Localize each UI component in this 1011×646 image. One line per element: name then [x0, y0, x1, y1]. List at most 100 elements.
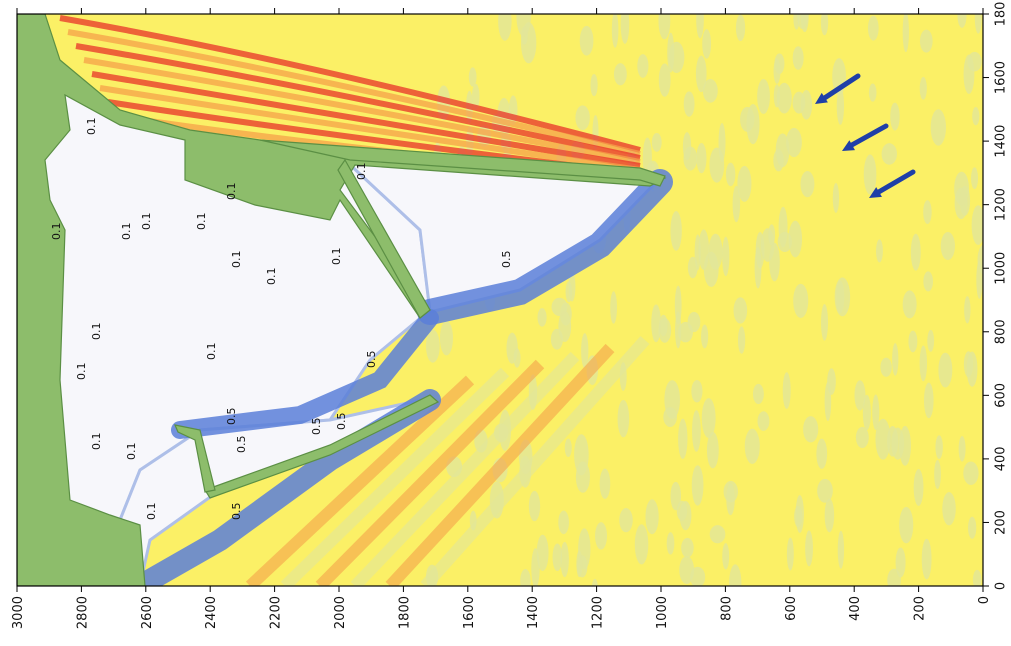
contour-label: 0.5 [335, 413, 348, 431]
wave-crest [968, 516, 977, 539]
wave-crest [687, 256, 698, 279]
wave-crest [581, 333, 589, 369]
wave-crest [836, 87, 845, 125]
plot-frame [16, 13, 984, 587]
wave-crest [899, 506, 914, 544]
x-tick-label: 1800 [397, 596, 412, 629]
wave-crest [976, 260, 983, 299]
wave-crest [675, 311, 682, 349]
wave-crest [683, 91, 695, 117]
wave-crest [966, 351, 978, 387]
y-tick-label: 800 [994, 319, 1009, 344]
wave-crest [619, 508, 633, 533]
y-tick-label: 1000 [994, 252, 1009, 285]
wave-crest [536, 534, 549, 572]
wave-crest [696, 14, 704, 39]
wave-crest [776, 82, 792, 114]
wave-crest [645, 499, 659, 535]
wave-crest [837, 530, 845, 569]
contour-label: 0.1 [140, 213, 153, 231]
wave-crest [855, 426, 869, 449]
wave-crest [974, 14, 982, 34]
wave-crest [938, 352, 953, 388]
wave-gradient-east [417, 169, 673, 325]
y-tick-label: 200 [994, 510, 1009, 535]
wave-crest [701, 324, 709, 349]
wave-crest [923, 271, 934, 292]
wave-crest [940, 231, 955, 261]
wave-crest [658, 63, 671, 97]
wave-crest [935, 435, 943, 460]
wave-crest [702, 79, 718, 103]
wave-crest [773, 84, 781, 108]
diffracted-wave-band [280, 367, 510, 586]
wave-crest [466, 126, 474, 157]
wave-crest [744, 428, 760, 464]
reflected-wave-band [59, 15, 641, 153]
wave-crest [691, 380, 703, 403]
contour-label: 0.5 [500, 251, 513, 269]
x-tick-label: 1600 [462, 596, 477, 629]
x-tick-label: 2800 [75, 596, 90, 629]
x-tick-label: 2400 [204, 596, 219, 629]
wave-crest [666, 532, 675, 555]
wave-gradient-mid [171, 309, 439, 439]
wave-crest [709, 525, 726, 544]
contour-label: 0.1 [195, 213, 208, 231]
wave-crest [876, 239, 883, 263]
wave-crest [957, 14, 967, 28]
wave-crest [910, 233, 921, 271]
wave-crest [651, 132, 662, 152]
wave-crest [617, 399, 630, 438]
diffracted-wave-band [420, 336, 650, 586]
inner-pier [173, 424, 216, 493]
contour-label: 0.1 [205, 343, 218, 361]
wave-crest [891, 427, 905, 460]
wave-crest [777, 231, 793, 253]
wave-crest [732, 185, 741, 223]
wave-crest [591, 578, 598, 586]
wave-crest [924, 382, 934, 419]
wave-crest [620, 14, 630, 44]
wave-crest [963, 54, 975, 95]
wave-crest [516, 14, 531, 37]
wave-crest [970, 167, 979, 190]
wave-crest [472, 83, 480, 110]
wave-crest [590, 73, 598, 97]
contour-label: 0.1 [120, 223, 133, 241]
x-tick-label: 600 [784, 596, 799, 621]
x-tick-label: 2600 [140, 596, 155, 629]
y-tick-label: 180 [994, 2, 1009, 27]
y-tick-label: 1600 [994, 61, 1009, 94]
wave-crest [942, 492, 956, 526]
reflected-wave-band [83, 57, 641, 165]
contour-label: 0.1 [265, 268, 278, 286]
wave-crest [927, 329, 935, 352]
wave-crest [754, 246, 762, 289]
contour-label: 0.5 [310, 418, 323, 436]
wave-crest [902, 290, 917, 319]
wave-crest [971, 205, 983, 246]
wave-crest [867, 15, 879, 41]
wave-crest [701, 398, 716, 439]
wave-crest [691, 465, 704, 506]
wave-crest [468, 67, 477, 87]
wave-crest [834, 277, 851, 317]
y-tick-label: 600 [994, 383, 1009, 408]
contour-label: 0.1 [225, 183, 238, 201]
incident-wave-arrow-1 [815, 73, 861, 104]
wave-crest [820, 14, 829, 36]
y-tick-label: 1400 [994, 125, 1009, 158]
wave-crest [803, 416, 819, 443]
wave-crest [698, 229, 710, 271]
wave-crest [824, 498, 835, 533]
wave-crest [792, 46, 804, 70]
wave-crest [816, 438, 828, 469]
x-tick-label: 1400 [526, 596, 541, 629]
wave-crest [954, 187, 968, 220]
wave-crest [881, 143, 897, 165]
wave-direction-arrows [815, 73, 916, 198]
wave-crest [558, 510, 569, 535]
wave-crest [854, 380, 866, 411]
x-axis: 3000 2800 2600 2400 2200 2000 1800 1600 1400 1200… [11, 8, 992, 629]
